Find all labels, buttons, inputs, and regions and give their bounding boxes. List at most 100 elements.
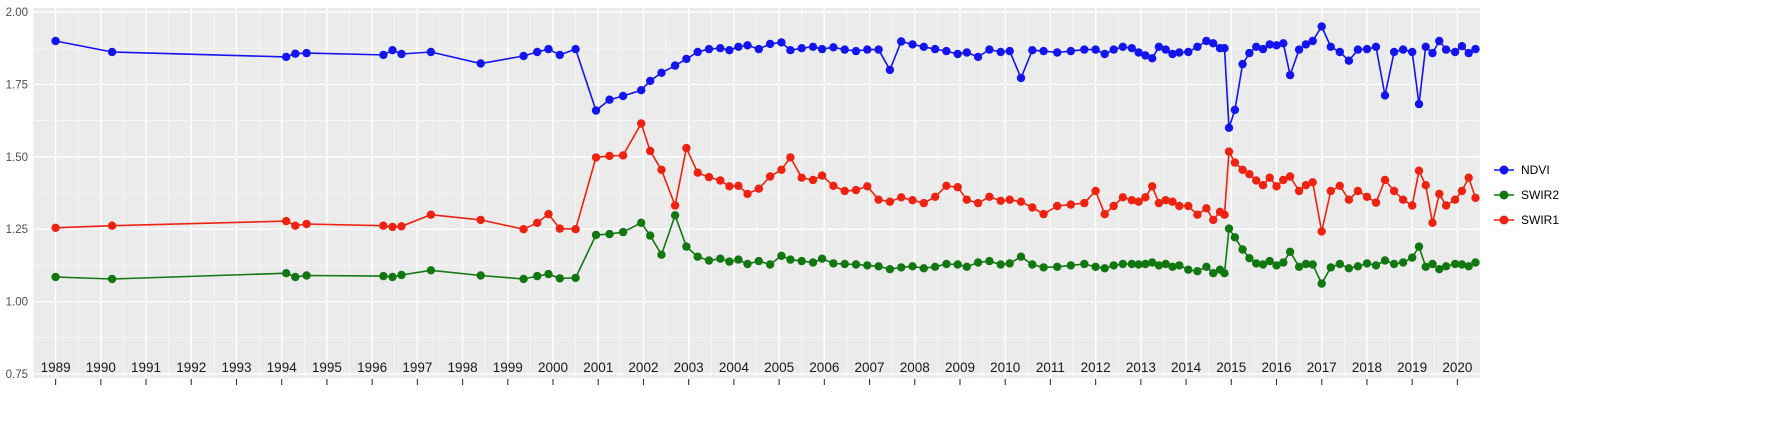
- data-point-ndvi: [1285, 70, 1295, 80]
- data-point-ndvi: [1209, 39, 1218, 48]
- data-point-ndvi: [282, 52, 291, 62]
- y-axis-tick-label: 1.25: [6, 224, 28, 236]
- data-point-ndvi: [1398, 45, 1408, 54]
- data-point-swir2: [555, 274, 564, 283]
- data-point-swir2: [1353, 262, 1363, 271]
- data-point-swir2: [1134, 260, 1143, 269]
- data-point-swir1: [1301, 181, 1311, 190]
- data-point-ndvi: [1193, 42, 1202, 51]
- data-point-swir2: [1258, 260, 1268, 269]
- data-point-ndvi: [1148, 54, 1157, 63]
- data-point-swir1: [571, 225, 580, 234]
- data-point-swir2: [1464, 262, 1473, 271]
- data-point-ndvi: [107, 47, 117, 57]
- data-point-ndvi: [829, 43, 838, 52]
- y-axis-tick-label: 1.75: [6, 79, 28, 91]
- data-point-ndvi: [637, 86, 646, 95]
- data-point-swir2: [544, 269, 553, 279]
- data-point-ndvi: [1389, 47, 1399, 57]
- data-point-swir1: [1335, 181, 1345, 190]
- data-point-swir1: [817, 171, 827, 180]
- data-point-swir1: [682, 143, 691, 153]
- data-point-swir1: [1080, 198, 1089, 208]
- data-point-swir2: [1209, 269, 1218, 278]
- data-point-ndvi: [1362, 44, 1372, 54]
- data-point-ndvi: [953, 49, 962, 59]
- data-point-swir2: [1450, 259, 1460, 269]
- data-point-ndvi: [919, 42, 928, 51]
- data-point-swir1: [544, 209, 553, 219]
- data-point-ndvi: [1053, 48, 1062, 57]
- data-point-ndvi: [725, 46, 734, 55]
- data-point-swir1: [1100, 209, 1109, 219]
- data-point-swir1: [519, 225, 528, 234]
- data-point-ndvi: [716, 44, 725, 53]
- data-point-swir1: [379, 221, 388, 230]
- data-point-swir1: [777, 165, 786, 174]
- data-point-ndvi: [1279, 39, 1288, 48]
- data-point-swir1: [1450, 195, 1460, 204]
- data-point-ndvi: [996, 47, 1005, 57]
- data-point-swir2: [1285, 247, 1295, 256]
- data-point-ndvi: [1265, 40, 1274, 49]
- x-axis-tick-label: 2012: [1081, 360, 1111, 375]
- data-point-swir1: [1202, 204, 1211, 213]
- data-point-swir1: [657, 165, 666, 174]
- data-point-swir2: [797, 256, 806, 266]
- data-point-swir2: [1408, 253, 1417, 262]
- data-point-ndvi: [1450, 47, 1460, 57]
- data-point-swir1: [1127, 196, 1137, 205]
- x-axis-tick-label: 2000: [538, 360, 568, 375]
- data-point-swir2: [1230, 233, 1240, 242]
- data-point-swir1: [397, 222, 406, 231]
- data-point-swir2: [1308, 260, 1317, 269]
- x-axis-tick-label: 2009: [945, 360, 975, 375]
- data-point-swir2: [1028, 260, 1037, 269]
- data-point-ndvi: [817, 44, 827, 54]
- data-point-swir1: [1428, 218, 1437, 227]
- data-point-ndvi: [1457, 42, 1467, 51]
- series-line-swir1: [55, 121, 1477, 232]
- data-point-ndvi: [1039, 46, 1048, 56]
- data-point-ndvi: [765, 39, 775, 49]
- data-point-swir1: [1154, 198, 1164, 208]
- data-point-ndvi: [618, 91, 628, 101]
- data-point-ndvi: [1238, 59, 1247, 69]
- data-point-ndvi: [1005, 46, 1014, 56]
- y-axis-tick-label: 2.00: [6, 7, 28, 19]
- data-point-ndvi: [743, 41, 752, 50]
- data-point-ndvi: [1230, 105, 1240, 115]
- data-point-swir1: [1408, 201, 1417, 210]
- data-point-swir1: [1464, 173, 1473, 182]
- data-point-swir1: [1209, 215, 1218, 225]
- x-axis-tick-label: 2020: [1442, 360, 1472, 375]
- x-axis-tick-label: 2001: [583, 360, 613, 375]
- data-point-swir1: [555, 224, 564, 233]
- x-axis-tick-label: 2018: [1352, 360, 1382, 375]
- data-point-swir2: [840, 259, 849, 269]
- data-point-swir2: [1224, 224, 1234, 233]
- data-point-swir2: [1279, 258, 1288, 267]
- data-point-swir2: [519, 274, 528, 284]
- data-point-swir2: [1301, 259, 1311, 269]
- data-point-swir1: [1279, 175, 1288, 185]
- data-point-swir1: [670, 201, 680, 210]
- data-point-swir1: [1016, 197, 1026, 206]
- data-point-swir1: [962, 195, 971, 204]
- data-point-swir2: [426, 266, 436, 275]
- data-point-swir2: [1265, 256, 1274, 266]
- data-point-swir2: [1066, 261, 1076, 270]
- data-point-ndvi: [693, 47, 702, 57]
- data-point-swir2: [1175, 261, 1184, 270]
- data-point-swir1: [765, 172, 775, 181]
- data-point-swir1: [797, 173, 806, 182]
- data-point-swir2: [996, 260, 1005, 269]
- data-point-swir2: [1245, 254, 1254, 263]
- data-point-swir1: [704, 172, 714, 182]
- data-point-swir2: [1118, 259, 1128, 269]
- data-point-swir1: [734, 181, 743, 190]
- x-axis-tick-label: 1995: [312, 360, 342, 375]
- data-point-ndvi: [786, 46, 795, 55]
- data-point-swir1: [1039, 209, 1048, 219]
